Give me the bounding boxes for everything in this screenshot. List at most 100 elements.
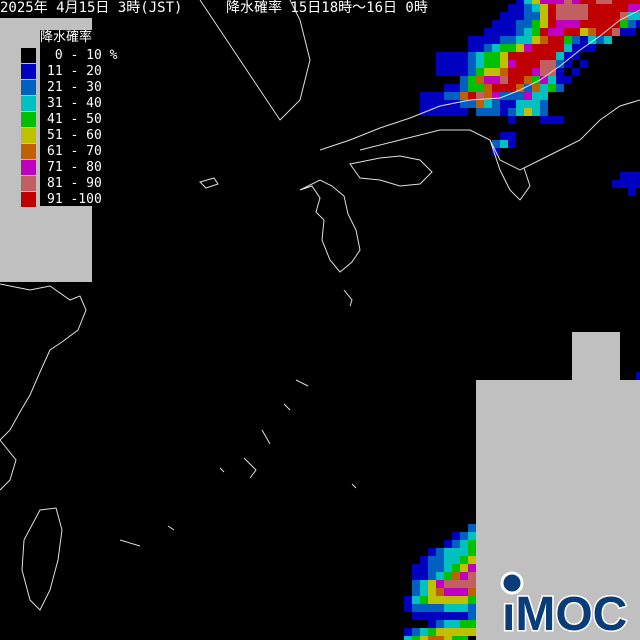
rain-cell bbox=[588, 4, 596, 12]
rain-cell bbox=[436, 60, 444, 68]
rain-cell bbox=[420, 612, 428, 620]
legend-label: 91 -100 bbox=[47, 192, 102, 207]
rain-cell bbox=[556, 28, 564, 36]
rain-cell bbox=[572, 68, 580, 76]
rain-cell bbox=[452, 556, 460, 564]
rain-cell bbox=[420, 636, 428, 640]
rain-cell bbox=[556, 68, 564, 76]
rain-cell bbox=[444, 636, 452, 640]
rain-cell bbox=[444, 52, 452, 60]
legend-item: 21 - 30 bbox=[21, 80, 102, 96]
rain-cell bbox=[500, 76, 508, 84]
rain-cell bbox=[436, 620, 444, 628]
rain-cell bbox=[484, 52, 492, 60]
rain-cell bbox=[540, 68, 548, 76]
rain-cell bbox=[572, 12, 580, 20]
rain-cell bbox=[492, 100, 500, 108]
legend-label: 21 - 30 bbox=[47, 80, 102, 95]
rain-cell bbox=[516, 0, 524, 4]
rain-cell bbox=[484, 76, 492, 84]
legend-item: 71 - 80 bbox=[21, 160, 102, 176]
rain-cell bbox=[452, 588, 460, 596]
rain-cell bbox=[540, 60, 548, 68]
legend-swatch bbox=[21, 160, 36, 175]
rain-cell bbox=[412, 636, 420, 640]
rain-cell bbox=[452, 572, 460, 580]
legend-swatch bbox=[21, 176, 36, 191]
rain-cell bbox=[492, 68, 500, 76]
rain-cell bbox=[460, 532, 468, 540]
rain-cell bbox=[412, 588, 420, 596]
rain-cell bbox=[572, 4, 580, 12]
rain-cell bbox=[452, 564, 460, 572]
rain-cell bbox=[540, 92, 548, 100]
rain-cell bbox=[612, 180, 620, 188]
legend-label: 41 - 50 bbox=[47, 112, 102, 127]
rain-cell bbox=[540, 20, 548, 28]
legend-swatch bbox=[21, 96, 36, 111]
rain-cell bbox=[444, 540, 452, 548]
rain-cell bbox=[412, 572, 420, 580]
rain-cell bbox=[468, 556, 476, 564]
rain-cell bbox=[532, 108, 540, 116]
rain-cell bbox=[468, 100, 476, 108]
rain-cell bbox=[460, 540, 468, 548]
rain-cell bbox=[524, 44, 532, 52]
rain-cell bbox=[436, 588, 444, 596]
rain-cell bbox=[532, 76, 540, 84]
rain-cell bbox=[548, 0, 556, 4]
rain-cell bbox=[460, 564, 468, 572]
rain-cell bbox=[516, 44, 524, 52]
rain-cell bbox=[436, 628, 444, 636]
rain-cell bbox=[444, 84, 452, 92]
rain-cell bbox=[492, 44, 500, 52]
rain-cell bbox=[580, 0, 588, 4]
rain-cell bbox=[460, 580, 468, 588]
rain-cell bbox=[572, 44, 580, 52]
rain-cell bbox=[452, 580, 460, 588]
rain-cell bbox=[476, 92, 484, 100]
rain-cell bbox=[540, 76, 548, 84]
rain-cell bbox=[532, 60, 540, 68]
rain-cell bbox=[540, 116, 548, 124]
kii-coastline bbox=[489, 139, 531, 201]
rain-cell bbox=[532, 4, 540, 12]
rain-cell bbox=[436, 556, 444, 564]
rain-cell bbox=[428, 620, 436, 628]
rain-cell bbox=[532, 44, 540, 52]
rain-cell bbox=[548, 28, 556, 36]
rain-cell bbox=[428, 596, 436, 604]
rain-cell bbox=[444, 604, 452, 612]
rain-cell bbox=[628, 20, 636, 28]
rain-cell bbox=[612, 0, 620, 4]
rain-cell bbox=[516, 4, 524, 12]
rain-cell bbox=[452, 108, 460, 116]
legend-item: 0 - 10 % bbox=[21, 48, 117, 64]
rain-cell bbox=[500, 12, 508, 20]
rain-cell bbox=[540, 4, 548, 12]
rain-cell bbox=[468, 76, 476, 84]
rain-cell bbox=[452, 540, 460, 548]
rain-cell bbox=[556, 76, 564, 84]
rain-cell bbox=[588, 12, 596, 20]
rain-cell bbox=[556, 4, 564, 12]
rain-cell bbox=[580, 4, 588, 12]
legend-item: 31 - 40 bbox=[21, 96, 102, 112]
rain-cell bbox=[516, 20, 524, 28]
rain-cell bbox=[500, 60, 508, 68]
rain-cell bbox=[420, 604, 428, 612]
rain-cell bbox=[508, 108, 516, 116]
ryukyu-islands bbox=[119, 289, 357, 547]
rain-cell bbox=[452, 628, 460, 636]
product-title: 降水確率 15日18時～16日 0時 bbox=[226, 0, 428, 16]
rain-cell bbox=[444, 628, 452, 636]
rain-cell bbox=[516, 76, 524, 84]
rain-cell bbox=[452, 604, 460, 612]
rain-cell bbox=[516, 28, 524, 36]
rain-cell bbox=[548, 76, 556, 84]
rain-cell bbox=[636, 172, 640, 180]
rain-cell bbox=[604, 36, 612, 44]
legend-label: 11 - 20 bbox=[47, 64, 102, 79]
rain-cell bbox=[524, 92, 532, 100]
rain-cell bbox=[548, 36, 556, 44]
